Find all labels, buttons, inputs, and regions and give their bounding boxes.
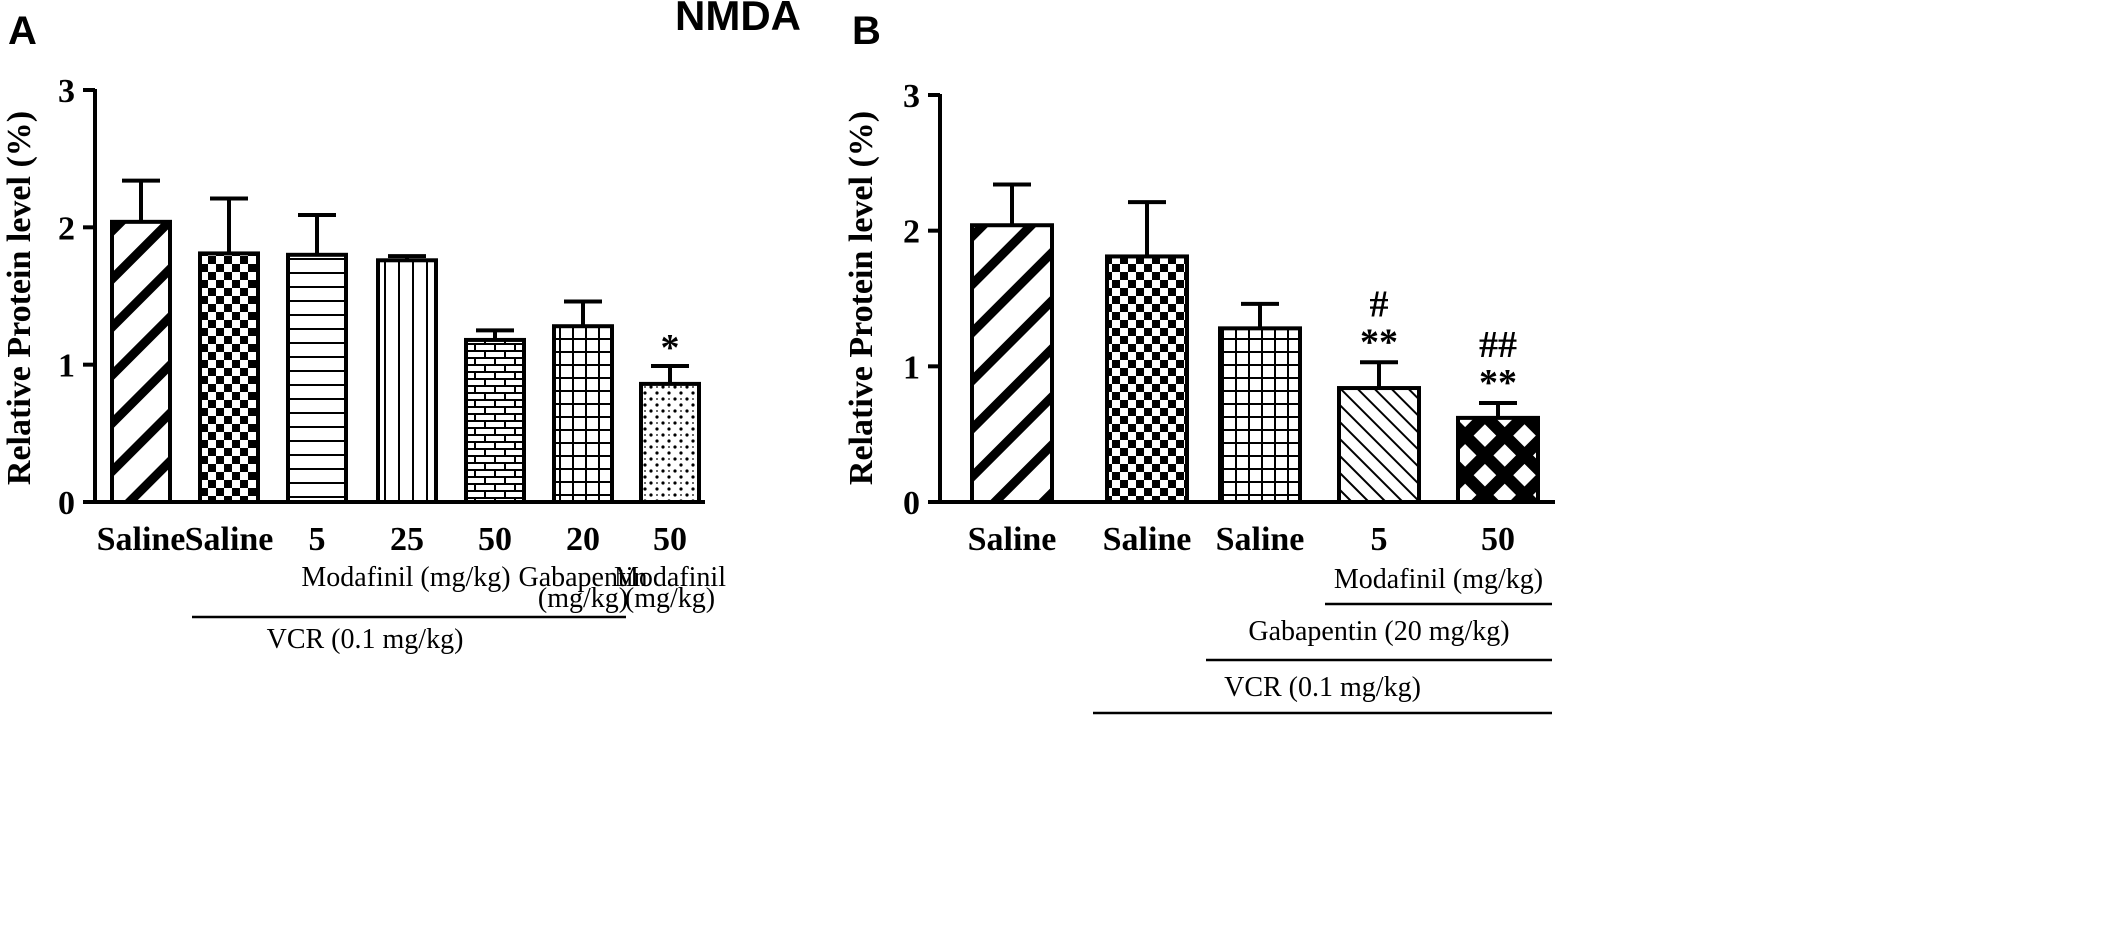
panel-b-letter: B (852, 9, 881, 53)
x-tick-label: 25 (390, 521, 424, 558)
x-tick-label: 20 (566, 521, 600, 558)
bar (464, 337, 526, 504)
bar (639, 381, 701, 505)
group-label: Modafinil (mg/kg) (301, 562, 510, 593)
x-tick-label: 50 (1481, 521, 1515, 558)
group-label: Gabapentin (20 mg/kg) (1248, 616, 1509, 647)
significance-marker: ## (1479, 324, 1517, 366)
group-label: (mg/kg) (538, 583, 628, 614)
bar (1337, 386, 1421, 505)
bar (1456, 415, 1540, 504)
significance-marker: # (1370, 283, 1389, 325)
y-tick-label: 3 (58, 73, 75, 110)
panel-a-letter: A (8, 9, 37, 53)
y-tick-label: 3 (903, 78, 920, 115)
group-label: VCR (0.1 mg/kg) (1224, 672, 1421, 703)
x-tick-label: Saline (968, 521, 1057, 558)
group-label: Modafinil (mg/kg) (1334, 564, 1543, 595)
x-tick-label: 5 (1371, 521, 1388, 558)
y-tick-label: 2 (58, 210, 75, 247)
x-tick-label: Saline (1103, 521, 1192, 558)
y-axis-label: Relative Protein level (%) (843, 111, 880, 485)
group-label: VCR (0.1 mg/kg) (267, 624, 464, 655)
x-tick-label: 50 (653, 521, 687, 558)
bar (1105, 254, 1189, 504)
y-tick-label: 2 (903, 214, 920, 251)
y-tick-label: 0 (903, 485, 920, 522)
y-tick-label: 1 (58, 348, 75, 385)
bar (286, 252, 348, 504)
group-label: (mg/kg) (625, 583, 715, 614)
y-tick-label: 0 (58, 485, 75, 522)
significance-marker: ** (1360, 321, 1398, 363)
bar (110, 219, 172, 504)
bar (376, 258, 438, 504)
group-label: Gabapentin (518, 562, 647, 593)
x-tick-label: Saline (1216, 521, 1305, 558)
bar (1218, 326, 1302, 505)
x-tick-label: 5 (309, 521, 326, 558)
group-label: Modafinil (614, 562, 726, 593)
x-tick-label: Saline (97, 521, 186, 558)
significance-marker: * (661, 327, 680, 369)
bar (970, 223, 1054, 505)
y-tick-label: 1 (903, 349, 920, 386)
significance-marker: ** (1479, 362, 1517, 404)
chart-panel-b: 0 1 2 3 Relative Protein level (%) Saline Sali… (843, 78, 1555, 715)
chart-panel-a: 0 1 2 3 Relative Protein level (%) Saline Sali… (1, 73, 726, 655)
bar (198, 251, 260, 504)
x-tick-label: Saline (185, 521, 274, 558)
x-tick-label: 50 (478, 521, 512, 558)
y-axis-label: Relative Protein level (%) (1, 111, 38, 485)
bar (552, 324, 614, 505)
figure-title: NMDA (675, 0, 801, 39)
